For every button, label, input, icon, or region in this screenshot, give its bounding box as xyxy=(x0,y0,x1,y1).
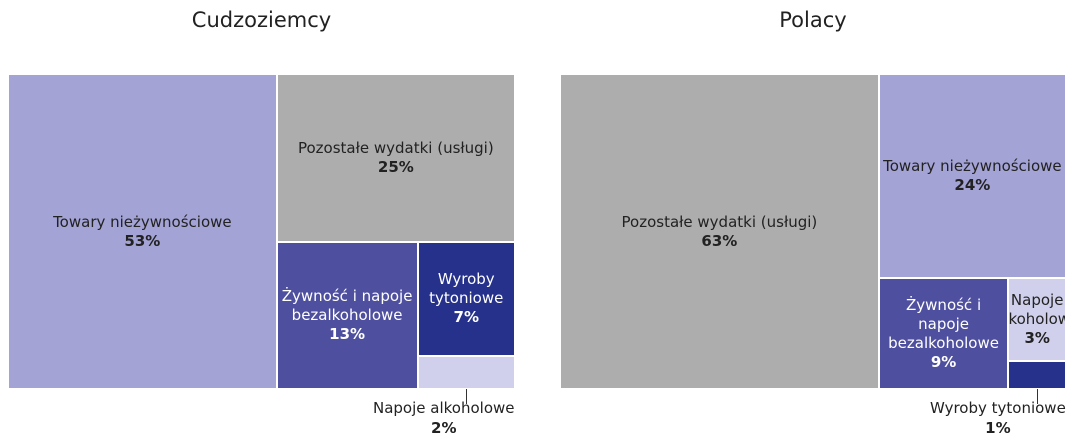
treemap-cell xyxy=(1008,361,1066,389)
treemap-cell: Napoje alkoholowe3% xyxy=(1008,278,1066,362)
cell-value: 13% xyxy=(329,324,366,343)
cell-value: 25% xyxy=(377,157,414,176)
chart-title: Polacy xyxy=(779,8,847,32)
cell-label: Wyroby tytoniowe xyxy=(930,399,1066,417)
cell-value: 7% xyxy=(453,308,479,327)
cell-value: 53% xyxy=(124,231,161,250)
cell-label: Towary nieżywnościowe xyxy=(883,157,1062,176)
cell-value: 24% xyxy=(954,176,991,195)
cell-label: Żywność i napoje bezalkoholowe xyxy=(281,286,413,324)
treemap-cell: Żywność i napoje bezalkoholowe 13% xyxy=(276,241,418,389)
cell-label: Napoje alkoholowe xyxy=(373,399,515,417)
leader-line xyxy=(466,389,468,404)
cell-label: Towary nieżywnościowe xyxy=(53,212,232,231)
cell-label: Żywność i napoje bezalkoholowe xyxy=(888,295,999,352)
cell-value: 2% xyxy=(431,419,457,436)
chart-title: Cudzoziemcy xyxy=(191,8,332,32)
leader-line xyxy=(1037,389,1039,404)
cell-label: Napoje alkoholowe xyxy=(1008,291,1065,329)
treemap-cell: Towary nieżywnościowe 53% xyxy=(8,74,277,389)
cell-value: 9% xyxy=(930,352,957,371)
treemap-cell: Wyroby tytoniowe 7% xyxy=(417,241,515,357)
treemap-cell: Pozostałe wydatki (usługi) 63% xyxy=(560,74,879,389)
cell-label: Wyroby tytoniowe xyxy=(429,270,504,308)
cell-value: 1% xyxy=(985,419,1011,436)
treemap-cell: Towary nieżywnościowe 24% xyxy=(878,74,1066,279)
cell-label: Pozostałe wydatki (usługi) xyxy=(297,138,494,157)
treemap-cell: Żywność i napoje bezalkoholowe 9% xyxy=(878,278,1009,389)
cell-value: 3% xyxy=(1024,329,1050,348)
treemap-cell xyxy=(417,356,515,389)
cell-label: Pozostałe wydatki (usługi) xyxy=(621,212,818,231)
outside-label: Napoje alkoholowe 2% xyxy=(373,398,515,436)
treemap-cell: Pozostałe wydatki (usługi) 25% xyxy=(276,74,515,242)
outside-label: Wyroby tytoniowe 1% xyxy=(930,398,1066,436)
cell-value: 63% xyxy=(701,231,738,250)
